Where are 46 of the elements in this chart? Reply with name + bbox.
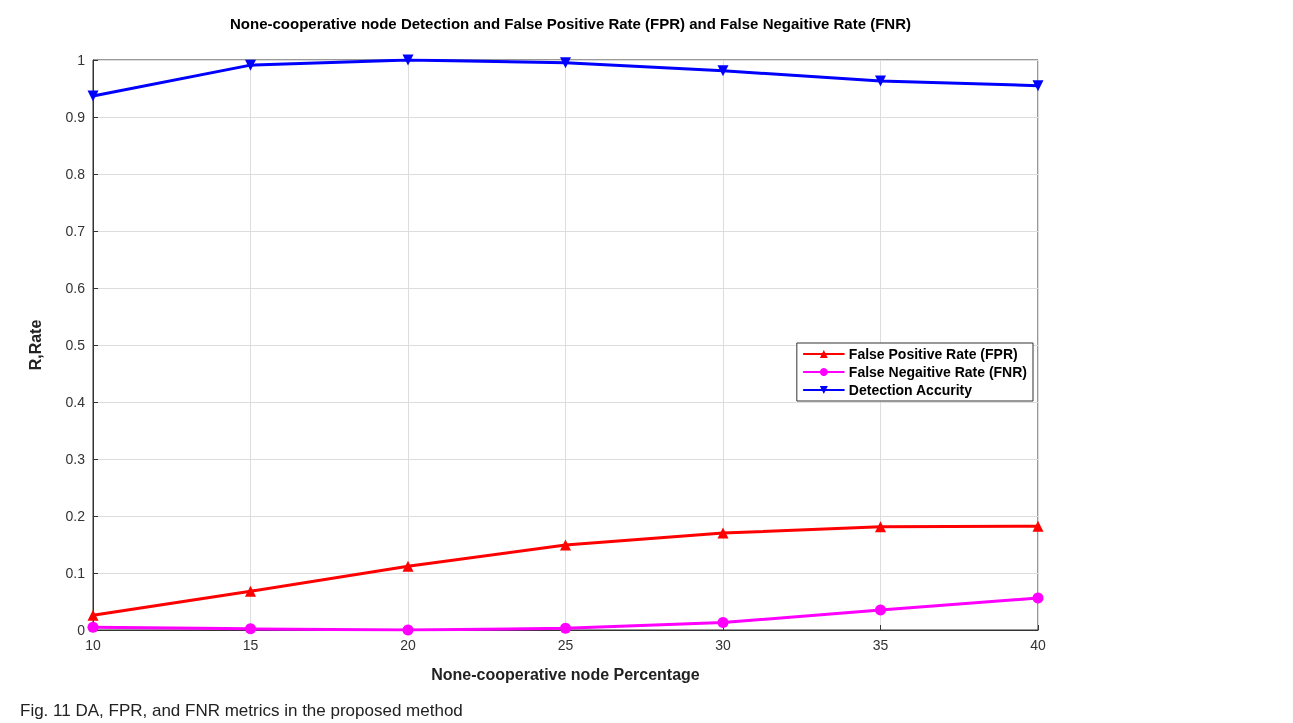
point	[87, 90, 99, 102]
y-tick-label: 0.2	[65, 508, 86, 524]
y-tick-label: 0.7	[65, 223, 86, 239]
x-tick-label: 20	[400, 637, 416, 653]
point	[717, 617, 729, 629]
point	[560, 539, 571, 551]
x-tick-label: 40	[1030, 637, 1046, 653]
x-tick-label: 25	[557, 637, 574, 653]
legend-label: Detection Accurity	[848, 382, 973, 398]
point	[87, 621, 99, 633]
x-tick-label: 10	[85, 637, 101, 653]
y-tick-label: 0.5	[65, 337, 86, 353]
chart-title: None-cooperative node Detection and False Positive Rate (FPR) and False Negaitive Rate (FNR)	[230, 15, 911, 32]
point	[402, 54, 414, 66]
point	[875, 604, 886, 616]
y-tick-label: 0.3	[65, 451, 86, 467]
y-tick-label: 1	[77, 52, 86, 68]
caption: Fig. 11 DA, FPR, and FNR metrics in the proposed method	[20, 701, 463, 720]
point	[245, 585, 256, 597]
y-tick-label: 0.8	[65, 166, 86, 182]
point	[87, 609, 99, 621]
x-tick-label: 35	[872, 637, 889, 653]
legend-label: False Negaitive Rate (FNR)	[848, 364, 1028, 380]
point	[875, 75, 886, 87]
point	[402, 624, 414, 636]
y-tick-label: 0.4	[65, 394, 86, 410]
point	[560, 622, 571, 634]
point	[560, 57, 571, 69]
point	[1032, 520, 1044, 532]
point	[1032, 80, 1044, 92]
x-axis-title: None-cooperative node Percentage	[431, 665, 700, 683]
point	[245, 623, 256, 635]
y-tick-label: 0.6	[65, 280, 86, 296]
point	[717, 65, 729, 77]
y-tick-label: 0.9	[65, 109, 86, 125]
y-axis-title: R,Rate	[26, 319, 44, 371]
point	[1032, 592, 1044, 604]
point	[402, 560, 414, 572]
point	[717, 527, 729, 539]
point	[245, 59, 256, 71]
point	[875, 521, 886, 533]
y-tick-label: 0	[77, 622, 86, 638]
y-tick-label: 0.1	[65, 565, 86, 581]
legend-label: False Positive Rate (FPR)	[848, 346, 1018, 362]
x-tick-label: 30	[715, 637, 731, 653]
x-tick-label: 15	[242, 637, 259, 653]
